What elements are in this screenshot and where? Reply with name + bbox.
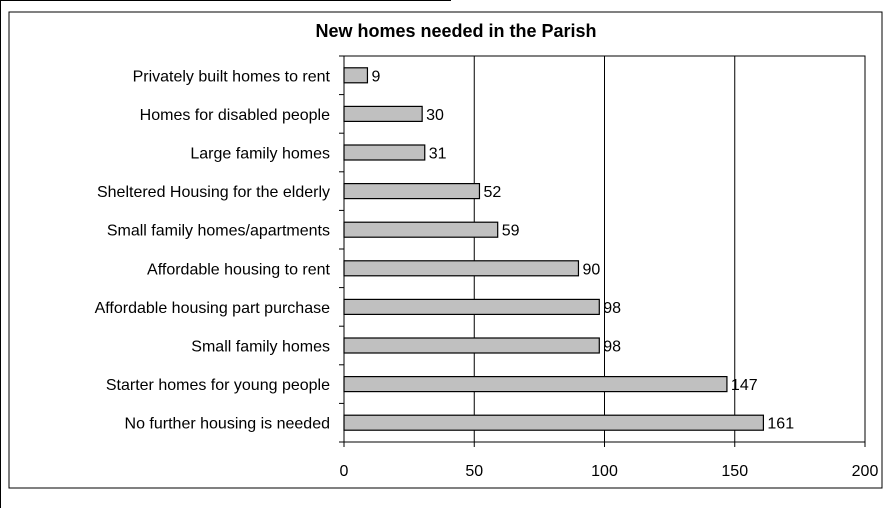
category-label: Large family homes [190, 146, 330, 163]
bar [343, 67, 369, 84]
bar [343, 221, 499, 238]
x-tick-label: 50 [465, 463, 483, 480]
bar [343, 260, 580, 277]
top-border-line [1, 0, 451, 1]
category-label: Homes for disabled people [140, 107, 330, 124]
category-label: Sheltered Housing for the elderly [97, 184, 330, 201]
bar [343, 414, 765, 431]
bar [343, 183, 481, 200]
x-tick-label: 100 [591, 463, 618, 480]
category-label: No further housing is needed [125, 416, 330, 433]
data-label: 98 [603, 339, 621, 356]
y-axis: Privately built homes to rent Homes for d… [95, 55, 345, 443]
category-label: Small family homes [191, 339, 330, 356]
data-label: 59 [502, 223, 520, 240]
bar [343, 105, 423, 123]
chart-title: New homes needed in the Parish [315, 21, 596, 41]
data-label: 98 [603, 300, 621, 317]
category-label: Small family homes/apartments [107, 223, 330, 240]
data-label: 90 [582, 261, 600, 278]
category-label: Affordable housing part purchase [95, 300, 331, 317]
x-tick-label: 0 [340, 463, 349, 480]
data-label: 31 [429, 146, 447, 163]
bar [343, 337, 600, 354]
data-label: 52 [483, 184, 501, 201]
bar [343, 298, 600, 315]
bars: 9 30 31 52 59 90 98 98 147 161 [343, 67, 794, 433]
x-axis: 0 50 100 150 200 [340, 441, 879, 480]
data-label: 30 [426, 107, 444, 124]
data-label: 147 [731, 377, 758, 394]
category-label: Starter homes for young people [106, 377, 330, 394]
bar [343, 144, 426, 161]
x-tick-label: 150 [721, 463, 748, 480]
data-label: 9 [371, 68, 380, 85]
category-label: Affordable housing to rent [147, 261, 331, 278]
data-label: 161 [767, 416, 794, 433]
x-tick-label: 200 [852, 463, 879, 480]
category-label: Privately built homes to rent [133, 68, 331, 85]
bar [343, 376, 728, 393]
